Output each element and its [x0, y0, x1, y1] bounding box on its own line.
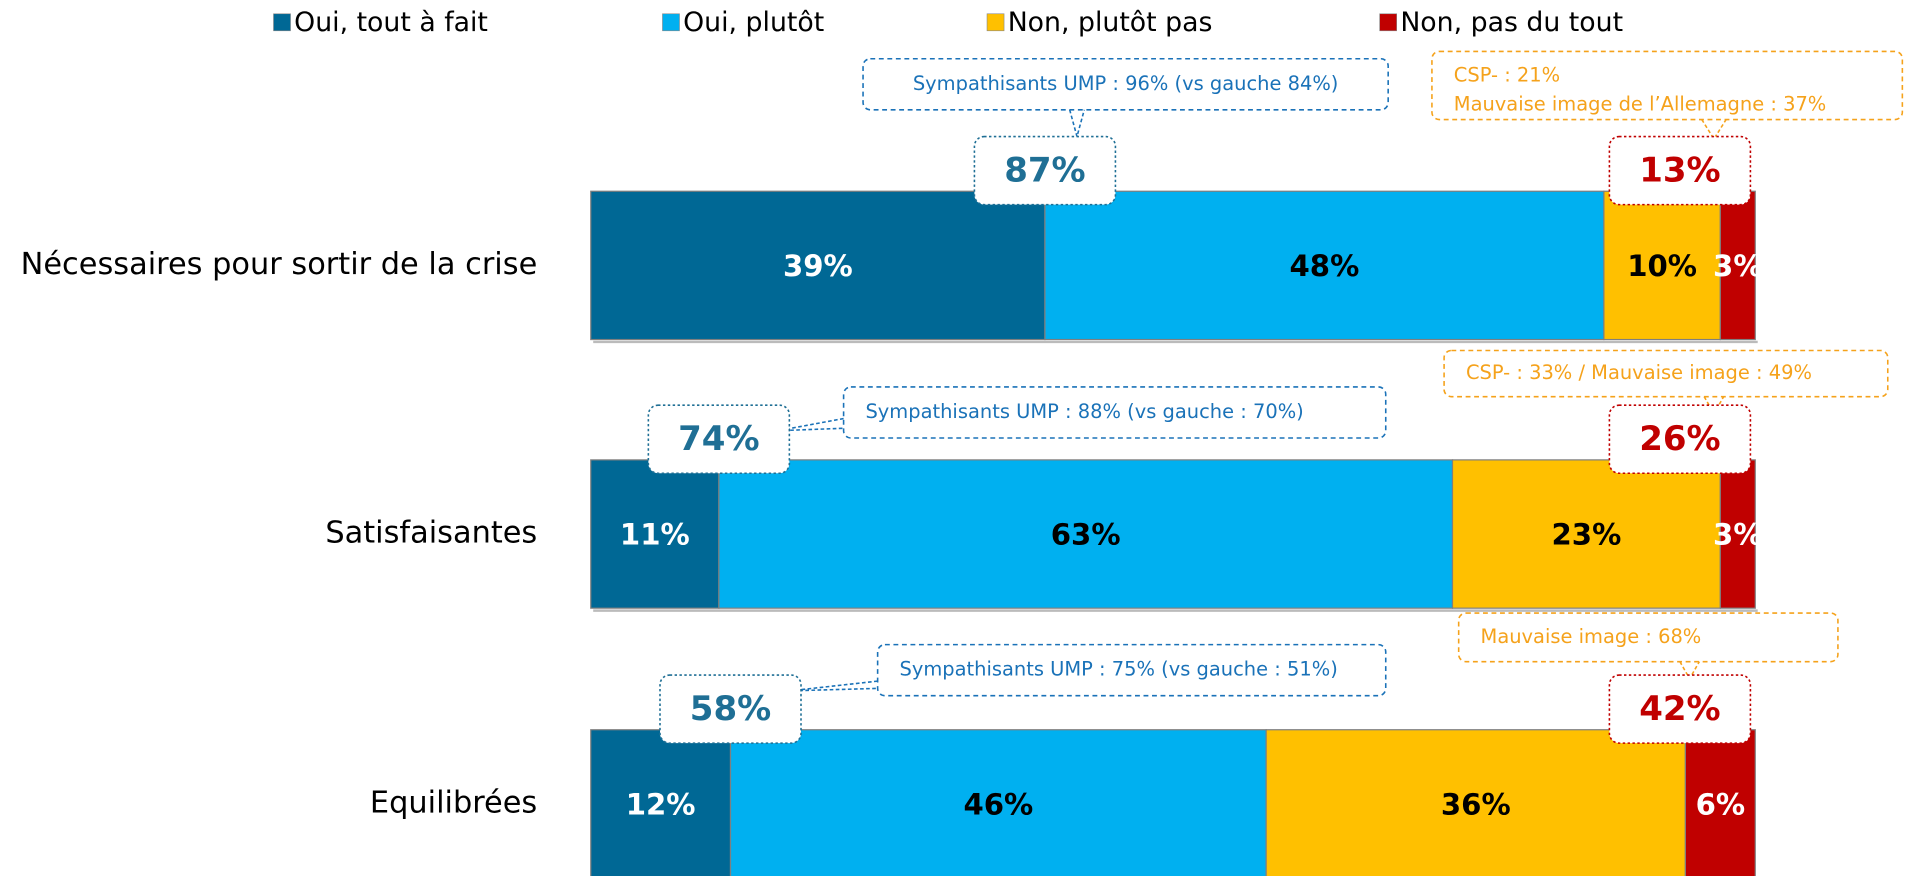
note-text: CSP- : 21%: [1454, 63, 1560, 86]
total-box: [1608, 135, 1752, 206]
total-box: [1608, 404, 1752, 475]
data-label: 48%: [1290, 249, 1360, 283]
category-label: Equilibrées: [370, 785, 537, 820]
note-text: Sympathisants UMP : 75% (vs gauche : 51%…: [900, 658, 1338, 681]
bar-segment: [1044, 190, 1605, 341]
legend-label: Oui, plutôt: [683, 7, 824, 38]
total-label: 13%: [1639, 150, 1720, 190]
legend-label: Non, pas du tout: [1400, 7, 1623, 38]
note-pointer: [777, 417, 844, 432]
total-label: 74%: [678, 419, 759, 459]
total-label: 87%: [1004, 150, 1085, 190]
legend-swatch: [273, 13, 291, 32]
total-box: [647, 404, 791, 475]
total-box: [659, 674, 802, 744]
data-label: 36%: [1441, 787, 1511, 821]
legend-swatch: [986, 13, 1005, 32]
category-label: Nécessaires pour sortir de la crise: [21, 247, 538, 282]
data-label: 11%: [620, 517, 690, 551]
note-text: Sympathisants UMP : 88% (vs gauche : 70%…: [865, 400, 1303, 423]
data-label: 23%: [1552, 517, 1622, 551]
bar-segment: [590, 190, 1046, 341]
category-label: Satisfaisantes: [325, 516, 537, 551]
data-label: 6%: [1696, 787, 1746, 821]
legend-label: Non, plutôt pas: [1008, 7, 1213, 38]
note-box: [1443, 349, 1889, 398]
total-label: 26%: [1639, 419, 1720, 459]
total-box: [1608, 674, 1752, 744]
note-text: CSP- : 33% / Mauvaise image : 49%: [1466, 361, 1812, 384]
note-text: Mauvaise image : 68%: [1481, 625, 1702, 648]
bar-segment: [1451, 459, 1721, 609]
bar-segment: [729, 729, 1267, 876]
note-box: [842, 386, 1387, 439]
data-label: 39%: [783, 249, 853, 283]
note-text: Sympathisants UMP : 96% (vs gauche 84%): [913, 72, 1339, 95]
total-label: 58%: [690, 689, 771, 729]
note-text: Mauvaise image de l’Allemagne : 37%: [1454, 92, 1826, 115]
bar-segment: [1719, 459, 1756, 609]
bar-segment: [590, 729, 732, 876]
data-label: 3%: [1713, 517, 1763, 551]
note-pointer: [1068, 109, 1086, 140]
bar-segment: [1265, 729, 1687, 876]
note-box: [1457, 612, 1839, 663]
data-label: 63%: [1051, 517, 1121, 551]
data-label: 3%: [1713, 249, 1763, 283]
data-label: 12%: [626, 787, 696, 821]
data-label: 46%: [963, 787, 1033, 821]
note-pointer: [1701, 119, 1727, 141]
note-box: [1431, 50, 1904, 121]
legend-label: Oui, tout à fait: [294, 7, 488, 38]
data-label: 10%: [1627, 249, 1697, 283]
bar-segment: [1684, 729, 1756, 876]
total-box: [973, 135, 1117, 206]
total-label: 42%: [1639, 689, 1720, 729]
legend-swatch: [662, 13, 680, 32]
note-pointer: [790, 680, 878, 692]
note-box: [876, 643, 1387, 697]
note-box: [862, 57, 1389, 111]
bar-segment: [1719, 190, 1756, 341]
legend-swatch: [1379, 13, 1397, 32]
bar-segment: [718, 459, 1454, 609]
bar-segment: [590, 459, 720, 609]
